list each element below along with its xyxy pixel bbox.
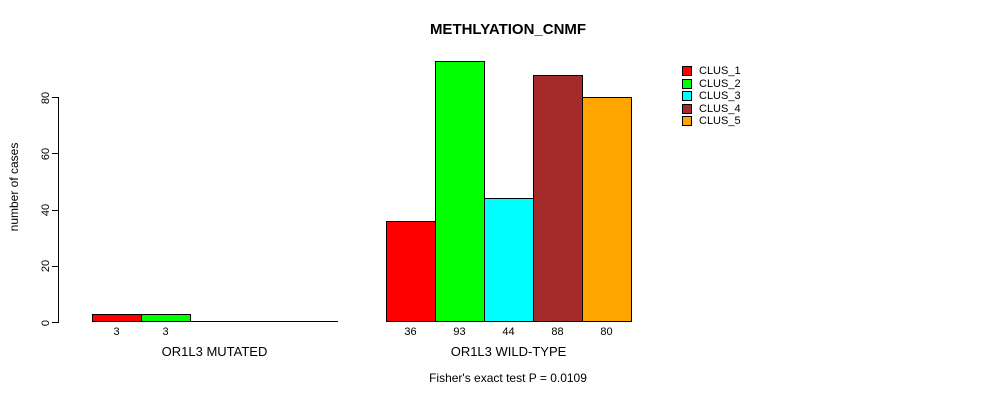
footnote: Fisher's exact test P = 0.0109 — [429, 371, 587, 385]
y-tick-mark — [52, 322, 58, 323]
y-tick-mark — [52, 97, 58, 99]
y-tick-label: 0 — [40, 319, 52, 326]
bar — [92, 314, 142, 322]
y-tick-label: 20 — [40, 260, 52, 273]
legend-item: CLUS_4 — [682, 103, 762, 115]
legend-item: CLUS_3 — [682, 90, 762, 102]
y-tick-label: 80 — [40, 91, 52, 104]
y-tick-mark — [52, 153, 58, 155]
legend-item: CLUS_1 — [682, 65, 762, 77]
bar — [435, 61, 485, 322]
legend-swatch — [682, 116, 692, 126]
bar-value-label: 93 — [453, 326, 466, 338]
bar-value-label: 80 — [600, 326, 613, 338]
legend-label: CLUS_2 — [699, 77, 741, 90]
bar-value-label: 3 — [162, 326, 169, 338]
bar — [386, 221, 436, 322]
bar — [141, 314, 191, 322]
bar — [533, 75, 583, 322]
bar — [582, 97, 632, 322]
legend-item: CLUS_5 — [682, 115, 762, 127]
y-axis-label: number of cases — [7, 142, 21, 232]
y-tick-mark — [52, 265, 58, 267]
y-axis-line — [58, 97, 59, 323]
bar-value-label: 3 — [113, 326, 120, 338]
legend-label: CLUS_5 — [699, 115, 741, 127]
y-tick-label: 40 — [40, 203, 52, 217]
bar-value-label: 88 — [551, 326, 564, 338]
bar-value-label: 36 — [404, 326, 417, 338]
legend-item: CLUS_2 — [682, 78, 762, 90]
bar-value-label: 44 — [502, 326, 515, 338]
legend-swatch — [682, 66, 692, 76]
bar — [484, 198, 534, 322]
legend-swatch — [682, 78, 692, 89]
chart-title: METHLYATION_CNMF — [429, 21, 587, 38]
legend-swatch — [682, 91, 692, 101]
group-baseline — [92, 321, 338, 322]
y-tick-label: 60 — [40, 147, 52, 161]
y-tick-mark — [52, 209, 58, 211]
legend-label: CLUS_4 — [699, 102, 741, 115]
legend-label: CLUS_1 — [699, 65, 741, 77]
legend-label: CLUS_3 — [699, 90, 741, 102]
group-label: OR1L3 WILD-TYPE — [450, 344, 567, 359]
legend-swatch — [682, 103, 692, 114]
group-label: OR1L3 MUTATED — [161, 344, 268, 359]
